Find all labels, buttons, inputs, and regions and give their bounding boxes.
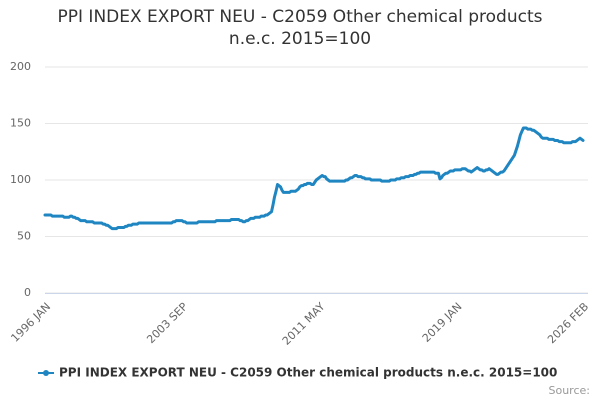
x-tick-label: 2019 JAN xyxy=(420,300,465,345)
y-tick-label: 50 xyxy=(17,230,31,243)
legend-label: PPI INDEX EXPORT NEU - C2059 Other chemi… xyxy=(59,366,557,380)
data-line xyxy=(43,126,585,231)
x-tick-label: 2011 MAY xyxy=(280,300,328,348)
chart-title: PPI INDEX EXPORT NEU - C2059 Other chemi… xyxy=(57,7,543,49)
x-tick-label: 1996 JAN xyxy=(8,300,53,345)
y-tick-label: 200 xyxy=(10,60,31,73)
x-tick-label: 2026 FEB xyxy=(545,300,591,346)
y-tick-label: 150 xyxy=(10,117,31,130)
legend-marker xyxy=(43,370,49,376)
y-tick-label: 0 xyxy=(24,286,31,299)
x-tick-label: 2003 SEP xyxy=(144,300,190,346)
y-tick-label: 100 xyxy=(10,173,31,186)
source-label: Source: xyxy=(549,384,591,397)
